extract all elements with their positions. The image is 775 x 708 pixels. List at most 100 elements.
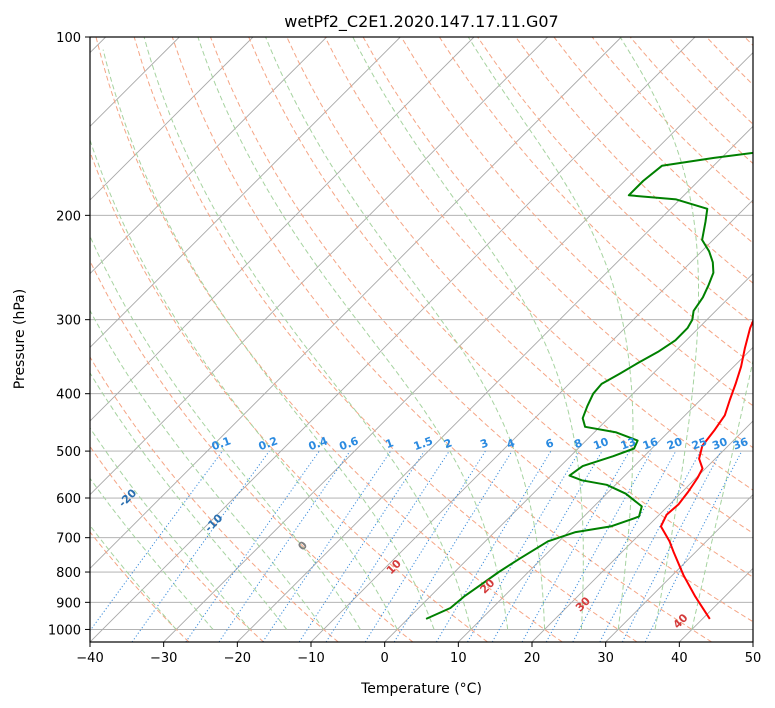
moist-adiabat xyxy=(265,37,546,630)
mixing-ratio-label: 16 xyxy=(641,435,660,453)
mixing-ratio-line xyxy=(435,450,552,642)
mixing-ratio-label: 30 xyxy=(710,435,729,453)
dry-adiabat xyxy=(171,37,712,642)
mixing-ratio-label: 6 xyxy=(544,436,556,451)
mixing-ratio-label: 4 xyxy=(505,436,517,451)
moist-adiabat xyxy=(90,427,251,630)
mixing-ratio-line xyxy=(393,450,513,642)
sounding-series xyxy=(425,151,753,620)
x-tick-label: 50 xyxy=(745,651,762,666)
x-tick-label: 0 xyxy=(381,651,389,666)
x-tick-label: −20 xyxy=(224,651,251,666)
dry-adiabat xyxy=(515,37,753,284)
plot-area: -100-90-80-70-60-50-40-30-20-10010203040… xyxy=(90,37,753,642)
mixing-ratio-line xyxy=(572,450,677,642)
x-tick-label: −40 xyxy=(76,651,103,666)
mixing-ratio-label: 1 xyxy=(384,436,396,451)
mixing-ratio-label: 1.5 xyxy=(412,434,435,453)
mixing-ratio-line xyxy=(325,450,450,642)
isotherm-line xyxy=(90,37,254,201)
moist-adiabat xyxy=(90,235,361,630)
dry-adiabat xyxy=(90,356,339,642)
dry-adiabat xyxy=(438,37,753,366)
dewpoint-profile xyxy=(425,151,753,620)
moist-adiabat xyxy=(90,477,214,630)
moist-adiabat xyxy=(90,524,177,630)
mixing-ratio-label: 8 xyxy=(572,436,584,451)
y-axis: 100 200 300 400 500 600 700 800 900 1000 xyxy=(48,31,90,638)
mixing-ratio-label: 0.1 xyxy=(210,434,233,453)
mixing-ratio-label: 3 xyxy=(478,436,490,451)
moist-adiabat xyxy=(352,37,584,630)
y-axis-label: Pressure (hPa) xyxy=(12,289,28,389)
moist-adiabat xyxy=(197,37,509,630)
mixing-ratio-label: 20 xyxy=(665,435,684,453)
x-tick-label: 20 xyxy=(524,651,541,666)
dry-adiabat xyxy=(400,37,753,407)
mixing-ratio-line xyxy=(298,450,425,642)
mixing-ratio-line xyxy=(262,450,392,642)
moist-adiabat xyxy=(90,371,288,630)
chart-title: wetPf2_C2E1.2020.147.17.11.G07 xyxy=(284,12,558,32)
isotherm-line xyxy=(458,346,753,642)
background-lines xyxy=(90,37,753,642)
moist-adiabat xyxy=(691,358,753,630)
y-tick-label: 300 xyxy=(56,314,81,329)
x-axis-label: Temperature (°C) xyxy=(360,681,482,697)
dry-adiabat xyxy=(133,37,638,642)
isotherm-line xyxy=(90,37,401,348)
isotherm-line xyxy=(237,125,753,642)
moist-adiabat xyxy=(467,37,634,630)
y-tick-label: 700 xyxy=(56,532,81,547)
moist-adiabat xyxy=(143,37,472,630)
isotherm-line xyxy=(90,37,696,642)
y-tick-label: 100 xyxy=(56,31,81,46)
isotherm-line xyxy=(384,273,753,642)
dry-adiabat xyxy=(324,37,753,491)
mixing-ratio-line xyxy=(467,450,580,642)
y-tick-label: 800 xyxy=(56,566,81,581)
y-tick-label: 900 xyxy=(56,596,81,611)
y-tick-label: 500 xyxy=(56,445,81,460)
mixing-ratio-label: 13 xyxy=(619,435,638,452)
y-tick-label: 600 xyxy=(56,492,81,507)
isotherm-line xyxy=(90,37,475,422)
y-tick-label: 200 xyxy=(56,209,81,224)
dry-adiabat xyxy=(90,445,264,642)
mixing-ratio-label: 0.2 xyxy=(257,434,280,453)
dry-adiabat xyxy=(95,37,563,642)
y-tick-label: 1000 xyxy=(48,623,81,638)
isotherm-line xyxy=(90,37,327,275)
moist-adiabat xyxy=(619,37,699,630)
mixing-ratio-label: 0.4 xyxy=(307,434,330,453)
x-tick-label: 30 xyxy=(597,651,614,666)
plot-frame xyxy=(89,36,754,643)
x-axis: −40 −30 −20 −10 0 10 20 30 40 50 xyxy=(76,642,761,666)
mixing-ratio-label: 25 xyxy=(690,435,709,452)
x-tick-label: 40 xyxy=(671,651,688,666)
temperature-profile xyxy=(659,318,753,620)
x-tick-label: −10 xyxy=(297,651,324,666)
isotherm-line xyxy=(90,37,548,496)
dry-adiabat xyxy=(210,37,753,623)
dry-adiabat xyxy=(90,259,414,642)
moist-adiabat xyxy=(90,309,324,630)
isotherm-line xyxy=(531,420,753,642)
mixing-ratio-line xyxy=(364,450,486,642)
mixing-ratio-line xyxy=(545,450,653,642)
mixing-ratio-label: 0.6 xyxy=(338,434,361,453)
mixing-ratio-line xyxy=(131,450,270,642)
moist-adiabat xyxy=(102,49,435,630)
x-tick-label: 10 xyxy=(450,651,467,666)
isotherm-line xyxy=(605,494,753,642)
dry-adiabat xyxy=(248,37,753,578)
mixing-ratio-label: 2 xyxy=(442,436,454,451)
x-tick-label: −30 xyxy=(150,651,177,666)
mixing-ratio-label: 36 xyxy=(731,435,750,453)
mixing-ratio-label: 10 xyxy=(592,435,611,453)
y-tick-label: 400 xyxy=(56,388,81,403)
mixing-ratio-line xyxy=(521,450,630,642)
isotherm-line xyxy=(163,52,753,642)
